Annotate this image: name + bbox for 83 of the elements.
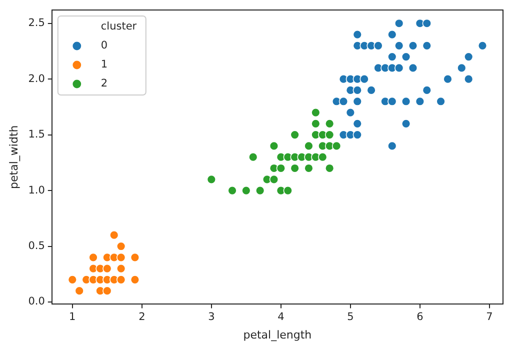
point (366, 86, 376, 95)
point (304, 141, 314, 151)
y-tick-label: 0.5 (28, 240, 45, 252)
point (116, 252, 126, 262)
point (394, 18, 404, 28)
point (290, 164, 300, 173)
point (388, 52, 397, 62)
x-tick-label: 4 (278, 311, 285, 324)
point (228, 186, 237, 196)
point (102, 286, 112, 296)
y-tick-label: 2.0 (28, 72, 45, 85)
y-tick-label: 2.5 (28, 17, 45, 30)
point (408, 63, 418, 73)
point (324, 164, 334, 173)
point (457, 63, 466, 73)
y-tick-label: 1.0 (28, 184, 45, 196)
point (352, 119, 362, 128)
point (130, 275, 140, 284)
point (401, 96, 411, 106)
point (248, 152, 258, 162)
point (318, 152, 328, 162)
point (102, 264, 112, 274)
point (415, 96, 425, 106)
point (436, 96, 446, 106)
point (422, 41, 432, 50)
point (130, 252, 140, 262)
point (242, 186, 251, 196)
point (68, 275, 78, 284)
point (276, 164, 286, 173)
x-axis-title: petal_length (243, 328, 312, 342)
x-tick-label: 7 (486, 311, 493, 324)
point (352, 96, 362, 106)
point (374, 41, 383, 50)
x-tick-label: 6 (416, 311, 424, 324)
point (422, 86, 432, 95)
point (74, 286, 84, 296)
legend-label: 2 (100, 78, 108, 90)
point (269, 141, 279, 151)
point (464, 74, 474, 84)
x-tick-label: 5 (347, 311, 354, 324)
point (311, 119, 320, 128)
point (352, 130, 362, 140)
point (352, 30, 362, 40)
point (269, 174, 279, 184)
point (283, 186, 292, 196)
legend-label: 1 (100, 58, 108, 71)
point (332, 141, 342, 151)
point (388, 141, 397, 151)
point (478, 41, 488, 50)
y-axis-title: petal_width (7, 125, 20, 189)
point (206, 174, 216, 184)
point (352, 86, 362, 95)
point (324, 130, 334, 140)
y-tick-label: 0.0 (28, 296, 45, 308)
point (388, 30, 397, 40)
x-tick-label: 3 (208, 311, 215, 324)
point (360, 74, 369, 84)
point (110, 230, 119, 240)
point (324, 119, 334, 128)
y-tick-label: 1.5 (28, 128, 45, 141)
point (401, 52, 411, 62)
point (394, 41, 404, 50)
point (255, 186, 265, 196)
point (346, 108, 356, 118)
point (401, 119, 411, 128)
point (443, 74, 452, 84)
point (338, 96, 348, 106)
point (304, 164, 314, 173)
x-tick-label: 1 (69, 311, 76, 324)
point (464, 52, 474, 62)
point (88, 252, 98, 262)
point (290, 130, 300, 140)
point (116, 242, 126, 251)
legend-label: 0 (100, 40, 108, 52)
legend-title: cluster (100, 20, 138, 33)
point (116, 264, 126, 274)
point (394, 63, 404, 73)
point (311, 108, 320, 118)
x-tick-label: 2 (138, 311, 146, 324)
point (408, 41, 418, 50)
point (422, 18, 432, 28)
point (388, 96, 397, 106)
point (116, 275, 126, 284)
